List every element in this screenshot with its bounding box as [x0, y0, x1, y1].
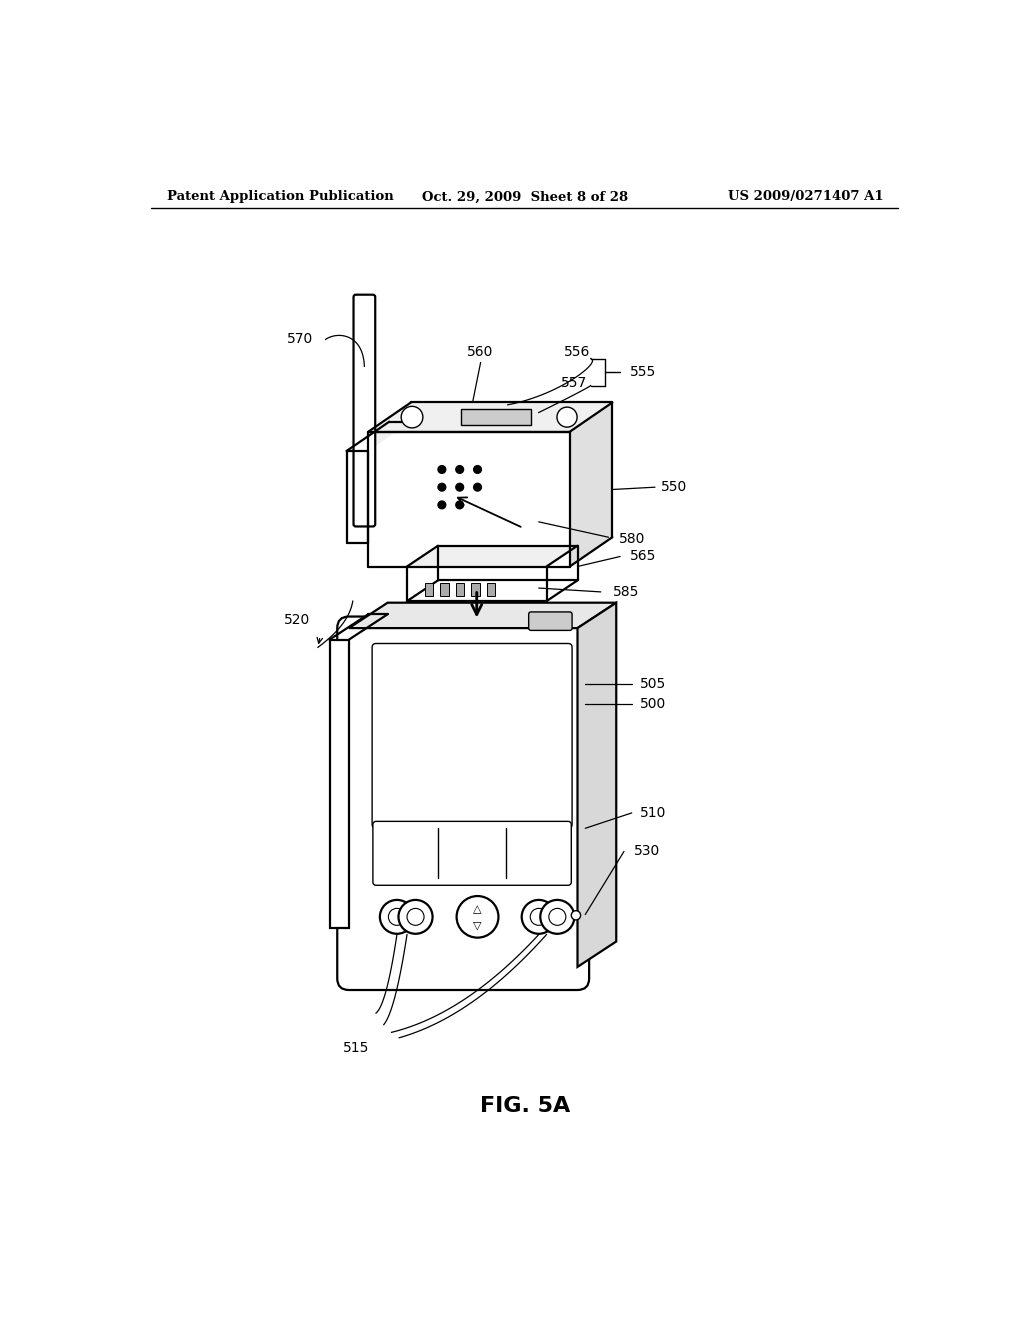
Circle shape — [457, 896, 499, 937]
Polygon shape — [346, 422, 411, 451]
Bar — [440, 583, 449, 595]
Polygon shape — [349, 603, 616, 628]
Circle shape — [401, 407, 423, 428]
Text: 550: 550 — [662, 480, 687, 494]
Circle shape — [456, 483, 464, 491]
Circle shape — [456, 502, 464, 508]
Circle shape — [388, 908, 406, 925]
Polygon shape — [569, 403, 612, 566]
Circle shape — [530, 908, 547, 925]
Circle shape — [438, 466, 445, 474]
Circle shape — [438, 502, 445, 508]
Circle shape — [571, 911, 581, 920]
Polygon shape — [346, 451, 369, 544]
Text: 585: 585 — [613, 585, 640, 599]
Polygon shape — [578, 603, 616, 966]
Bar — [425, 583, 433, 595]
Text: 505: 505 — [640, 677, 667, 690]
Text: 500: 500 — [640, 697, 667, 710]
Circle shape — [474, 483, 481, 491]
Circle shape — [474, 466, 481, 474]
Circle shape — [521, 900, 556, 933]
Text: Patent Application Publication: Patent Application Publication — [167, 190, 393, 203]
Text: 580: 580 — [618, 532, 645, 545]
Text: 560: 560 — [467, 346, 494, 359]
Text: 557: 557 — [560, 376, 587, 391]
Circle shape — [398, 900, 432, 933]
Polygon shape — [369, 403, 612, 432]
Text: Oct. 29, 2009  Sheet 8 of 28: Oct. 29, 2009 Sheet 8 of 28 — [422, 190, 628, 203]
Text: 520: 520 — [284, 614, 310, 627]
FancyBboxPatch shape — [373, 821, 571, 886]
FancyBboxPatch shape — [528, 612, 572, 631]
Text: △: △ — [473, 904, 481, 915]
Text: 515: 515 — [343, 1040, 370, 1055]
Text: US 2009/0271407 A1: US 2009/0271407 A1 — [728, 190, 884, 203]
Polygon shape — [369, 432, 569, 566]
Text: 510: 510 — [640, 807, 667, 820]
Polygon shape — [330, 640, 349, 928]
Circle shape — [380, 900, 414, 933]
Text: FIG. 5A: FIG. 5A — [479, 1096, 570, 1115]
Text: 570: 570 — [287, 333, 313, 346]
Circle shape — [549, 908, 566, 925]
Bar — [471, 583, 480, 595]
Circle shape — [407, 908, 424, 925]
Text: 555: 555 — [630, 366, 656, 379]
FancyBboxPatch shape — [337, 616, 589, 990]
Polygon shape — [407, 545, 578, 566]
Polygon shape — [407, 566, 547, 601]
Text: 556: 556 — [564, 346, 591, 359]
Circle shape — [438, 483, 445, 491]
Circle shape — [557, 407, 578, 428]
Circle shape — [456, 466, 464, 474]
Text: ▽: ▽ — [473, 920, 481, 931]
Bar — [456, 583, 464, 595]
Bar — [486, 583, 496, 595]
Circle shape — [541, 900, 574, 933]
Polygon shape — [461, 409, 531, 425]
Text: 565: 565 — [630, 549, 656, 564]
FancyBboxPatch shape — [372, 644, 572, 829]
Text: 530: 530 — [634, 845, 660, 858]
FancyBboxPatch shape — [353, 294, 375, 527]
